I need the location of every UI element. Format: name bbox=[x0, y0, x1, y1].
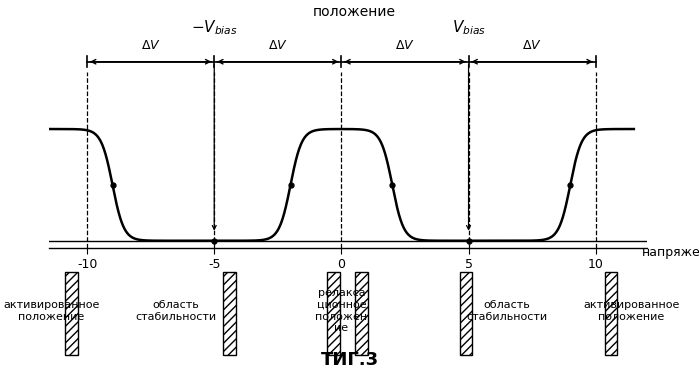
Bar bbox=[355, 272, 368, 355]
Text: релакса
ционное
положен
ие: релакса ционное положен ие bbox=[315, 288, 368, 333]
Text: область
стабильности: область стабильности bbox=[136, 300, 217, 322]
Text: ΤИГ.3: ΤИГ.3 bbox=[320, 351, 379, 369]
Bar bbox=[460, 272, 473, 355]
Text: $\Delta V$: $\Delta V$ bbox=[268, 39, 288, 52]
Bar bbox=[66, 272, 78, 355]
Bar bbox=[223, 272, 236, 355]
Text: активированное
положение: активированное положение bbox=[583, 300, 679, 322]
Text: напряжение: напряжение bbox=[642, 246, 699, 259]
Text: $V_{bias}$: $V_{bias}$ bbox=[452, 18, 486, 37]
Text: $\Delta V$: $\Delta V$ bbox=[395, 39, 415, 52]
Text: $\Delta V$: $\Delta V$ bbox=[522, 39, 542, 52]
Bar bbox=[605, 272, 617, 355]
Text: $-V_{bias}$: $-V_{bias}$ bbox=[191, 18, 238, 37]
Text: $\Delta V$: $\Delta V$ bbox=[140, 39, 161, 52]
Text: активированное
положение: активированное положение bbox=[3, 300, 100, 322]
Text: область
стабильности: область стабильности bbox=[466, 300, 547, 322]
Bar bbox=[327, 272, 340, 355]
Text: положение: положение bbox=[312, 5, 396, 19]
